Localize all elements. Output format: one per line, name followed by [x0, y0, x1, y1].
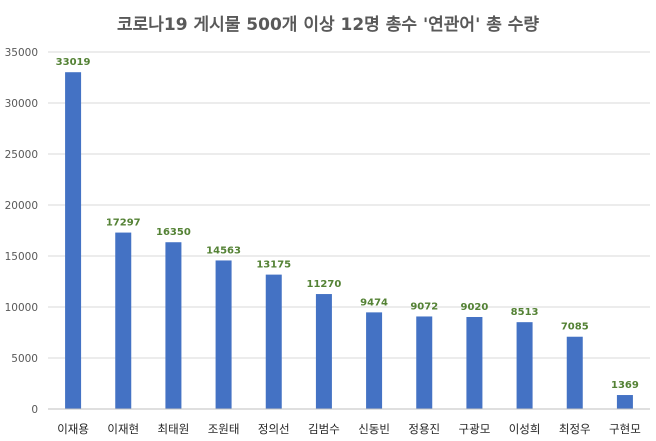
x-tick-label: 조원태: [208, 422, 240, 436]
y-tick-label: 30000: [5, 98, 38, 110]
bar: [315, 294, 332, 409]
x-tick-label: 정용진: [408, 422, 440, 436]
bar: [416, 316, 433, 409]
data-label: 1369: [611, 380, 639, 391]
bar: [165, 242, 182, 409]
bar: [616, 395, 633, 409]
y-tick-label: 0: [31, 404, 38, 416]
y-tick-label: 10000: [5, 302, 38, 314]
y-axis-tick-labels: 0 5000 10000 15000 20000 25000 30000 35000: [5, 47, 38, 416]
x-tick-label: 신동빈: [358, 422, 390, 436]
x-tick-label: 구광모: [459, 422, 491, 436]
data-label: 33019: [56, 57, 91, 68]
y-tick-label: 35000: [5, 47, 38, 59]
x-tick-label: 이성희: [509, 422, 541, 436]
data-labels: 33019 17297 16350 14563 13175 11270 9474 9072 90…: [56, 57, 639, 391]
chart-title: 코로나19 게시물 500개 이상 12명 총수 '연관어' 총 수량: [117, 15, 539, 35]
data-label: 9020: [460, 302, 488, 313]
bar: [516, 322, 533, 409]
data-label: 14563: [206, 245, 241, 256]
y-tick-label: 25000: [5, 149, 38, 161]
x-tick-label: 이재현: [107, 422, 139, 436]
x-tick-label: 최정우: [559, 422, 591, 436]
y-tick-label: 5000: [11, 353, 38, 365]
bar: [115, 232, 132, 409]
bar: [566, 336, 583, 409]
bar: [215, 260, 232, 409]
data-label: 7085: [561, 322, 589, 333]
x-tick-label: 정의선: [258, 422, 290, 436]
y-tick-label: 15000: [5, 251, 38, 263]
data-label: 13175: [256, 260, 291, 271]
data-label: 16350: [156, 227, 191, 238]
data-label: 9072: [410, 301, 438, 312]
x-tick-label: 김범수: [308, 422, 340, 436]
data-label: 11270: [307, 279, 342, 290]
bar: [265, 274, 282, 409]
data-label: 9474: [360, 297, 388, 308]
gridlines: [48, 51, 650, 359]
x-tick-label: 이재용: [57, 422, 89, 436]
bar: [466, 316, 483, 409]
bars: [65, 72, 633, 409]
x-tick-label: 최태원: [158, 422, 190, 436]
y-tick-label: 20000: [5, 200, 38, 212]
bar: [65, 72, 82, 409]
data-label: 17297: [106, 218, 141, 229]
bar: [366, 312, 383, 409]
x-tick-label: 구현모: [609, 422, 641, 436]
data-label: 8513: [511, 307, 539, 318]
x-axis-tick-labels: 이재용 이재현 최태원 조원태 정의선 김범수 신동빈 정용진 구광모 이성희 최정우 구현모: [57, 422, 641, 436]
